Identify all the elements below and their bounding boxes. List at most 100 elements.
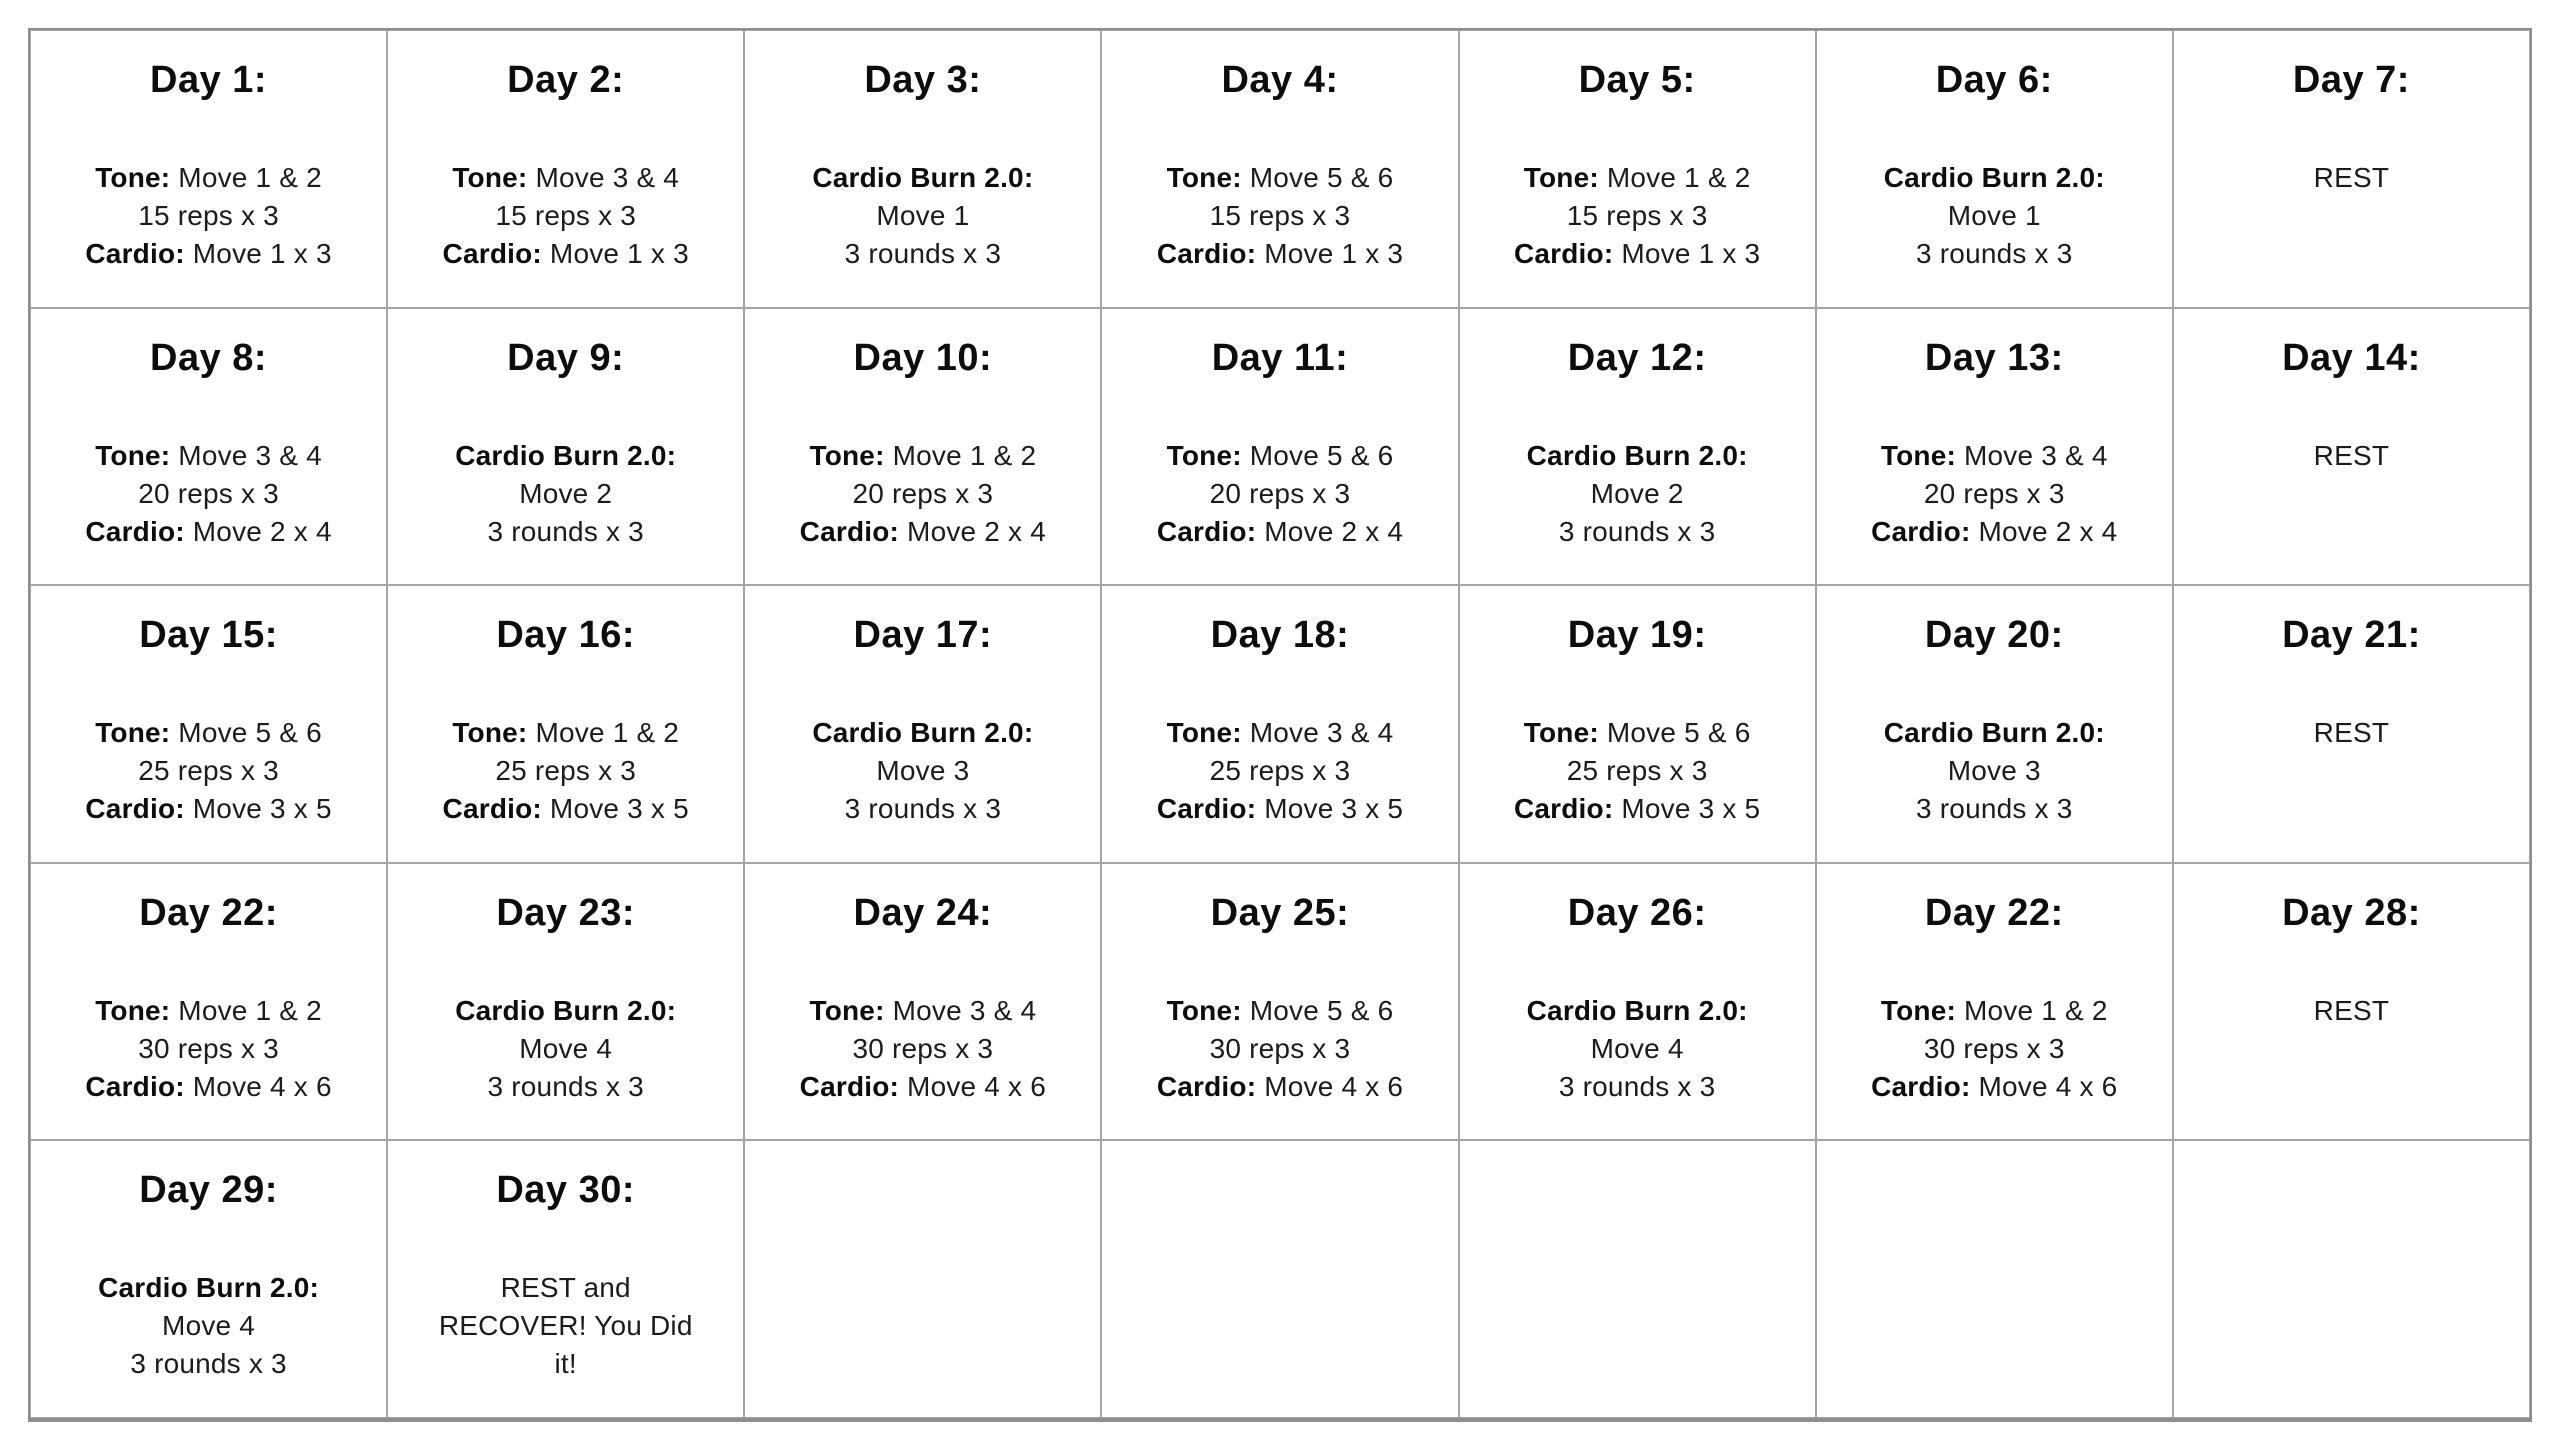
workout-text: Move 3 x 5 <box>541 793 689 825</box>
workout-text: 3 rounds x 3 <box>1558 1070 1716 1102</box>
workout-label: Tone: <box>1166 994 1242 1026</box>
day-cell-8: Day 8: Tone: Move 3 & 4 20 reps x 3 Cardio:… <box>30 307 388 586</box>
workout-text: Move 4 <box>162 1310 256 1342</box>
workout-line: 25 reps x 3 <box>1157 752 1403 790</box>
workout-text: Move 3 <box>1947 755 2041 787</box>
workout-text: 20 reps x 3 <box>1209 477 1351 509</box>
day-cell-4: Day 4: Tone: Move 5 & 6 15 reps x 3 Cardio:… <box>1101 30 1459 308</box>
workout-text: Move 3 & 4 <box>1956 439 2108 471</box>
workout-line: 3 rounds x 3 <box>455 1068 676 1106</box>
day-workout-details: REST and RECOVER! You Did it! <box>439 1269 693 1383</box>
workout-line: Cardio: Move 3 x 5 <box>1514 790 1760 828</box>
day-title: Day 17: <box>853 614 993 657</box>
workout-line: Cardio: Move 1 x 3 <box>443 235 689 273</box>
workout-text: 15 reps x 3 <box>138 200 279 231</box>
workout-line: Cardio: Move 3 x 5 <box>443 790 689 828</box>
workout-line: 3 rounds x 3 <box>98 1345 319 1383</box>
workout-text: Move 3 & 4 <box>1241 717 1394 749</box>
workout-line: Cardio Burn 2.0: <box>1527 437 1748 475</box>
workout-label: Cardio: <box>1871 1070 1971 1102</box>
workout-label: Cardio Burn 2.0: <box>812 162 1034 193</box>
day-cell-24: Day 24: Tone: Move 3 & 4 30 reps x 3 Cardio… <box>744 862 1102 1141</box>
workout-line: 30 reps x 3 <box>1157 1030 1403 1068</box>
day-cell-25: Day 25: Tone: Move 5 & 6 30 reps x 3 Cardio… <box>1101 862 1459 1141</box>
empty-day-cell <box>1458 1140 1816 1418</box>
day-workout-details: Cardio Burn 2.0: Move 3 3 rounds x 3 <box>1884 714 2105 828</box>
day-title: Day 23: <box>496 891 636 934</box>
day-title: Day 24: <box>853 891 993 934</box>
workout-text: Move 4 x 6 <box>899 1070 1047 1102</box>
day-title: Day 12: <box>1567 336 1707 379</box>
workout-text: 3 rounds x 3 <box>487 1070 644 1102</box>
day-workout-details: Tone: Move 5 & 6 25 reps x 3 Cardio: Move … <box>1514 714 1760 828</box>
workout-line: Tone: Move 1 & 2 <box>85 159 331 197</box>
day-cell-18: Day 18: Tone: Move 3 & 4 25 reps x 3 Cardio… <box>1101 585 1459 863</box>
day-workout-details: Tone: Move 3 & 4 30 reps x 3 Cardio: Move … <box>800 992 1046 1106</box>
workout-text: Move 1 <box>876 200 970 231</box>
workout-label: Cardio: <box>1156 238 1257 269</box>
workout-label: Cardio: <box>442 793 542 825</box>
day-workout-details: REST <box>2314 437 2389 475</box>
workout-label: Tone: <box>1166 439 1242 471</box>
workout-text: 30 reps x 3 <box>1923 1032 2065 1064</box>
day-cell-9: Day 9: Cardio Burn 2.0: Move 2 3 rounds x 3 <box>387 307 745 586</box>
day-workout-details: Tone: Move 5 & 6 25 reps x 3 Cardio: Move … <box>85 714 331 828</box>
workout-label: Cardio: <box>799 515 900 547</box>
workout-line: REST <box>2314 714 2389 752</box>
workout-label: Cardio: <box>85 515 185 547</box>
workout-line: 20 reps x 3 <box>800 475 1046 513</box>
workout-text: Move 4 x 6 <box>184 1070 332 1102</box>
day-cell-30: Day 30: REST and RECOVER! You Did it! <box>387 1140 745 1418</box>
workout-line: Cardio Burn 2.0: <box>98 1269 319 1307</box>
workout-text: Move 5 & 6 <box>1241 162 1394 193</box>
empty-day-cell <box>744 1140 1102 1418</box>
workout-line: Cardio: Move 2 x 4 <box>85 513 331 551</box>
workout-text: 20 reps x 3 <box>138 477 279 509</box>
workout-line: Cardio Burn 2.0: <box>455 992 676 1030</box>
workout-line: Tone: Move 5 & 6 <box>1157 992 1403 1030</box>
empty-day-cell <box>1815 1140 2173 1418</box>
workout-line: Cardio Burn 2.0: <box>812 714 1033 752</box>
workout-text: REST <box>2313 162 2390 193</box>
workout-text: Move 4 <box>519 1032 613 1064</box>
workout-line: Cardio: Move 3 x 5 <box>1157 790 1403 828</box>
workout-line: 30 reps x 3 <box>800 1030 1046 1068</box>
workout-text: Move 5 & 6 <box>1241 994 1394 1026</box>
day-title: Day 9: <box>507 336 625 379</box>
day-workout-details: Cardio Burn 2.0: Move 1 3 rounds x 3 <box>1884 159 2105 273</box>
workout-line: 15 reps x 3 <box>1157 197 1403 235</box>
workout-line: 3 rounds x 3 <box>455 513 676 551</box>
workout-line: Move 1 <box>1884 197 2105 235</box>
day-cell-7: Day 7: REST <box>2172 30 2530 308</box>
workout-text: 3 rounds x 3 <box>1558 515 1716 547</box>
workout-text: Move 3 & 4 <box>527 162 680 193</box>
day-workout-details: Tone: Move 3 & 4 20 reps x 3 Cardio: Move … <box>1871 437 2117 551</box>
workout-text: Move 2 x 4 <box>1256 515 1404 547</box>
workout-line: 20 reps x 3 <box>1871 475 2117 513</box>
day-title: Day 15: <box>139 614 278 657</box>
workout-line: 20 reps x 3 <box>85 475 331 513</box>
workout-line: Cardio Burn 2.0: <box>1884 159 2105 197</box>
workout-label: Cardio Burn 2.0: <box>1883 717 2105 749</box>
day-workout-details: Tone: Move 1 & 2 30 reps x 3 Cardio: Move … <box>85 992 331 1106</box>
workout-line: 30 reps x 3 <box>85 1030 331 1068</box>
workout-line: Tone: Move 1 & 2 <box>1871 992 2117 1030</box>
workout-label: Cardio: <box>442 238 542 269</box>
workout-text: Move 1 x 3 <box>1256 238 1404 269</box>
day-cell-10: Day 10: Tone: Move 1 & 2 20 reps x 3 Cardio… <box>744 307 1102 586</box>
workout-label: Tone: <box>95 162 171 193</box>
workout-label: Cardio Burn 2.0: <box>812 717 1034 749</box>
workout-line: Cardio: Move 4 x 6 <box>1157 1068 1403 1106</box>
workout-line: 25 reps x 3 <box>85 752 331 790</box>
workout-line: Cardio: Move 4 x 6 <box>85 1068 331 1106</box>
day-workout-details: Tone: Move 1 & 2 30 reps x 3 Cardio: Move … <box>1871 992 2117 1106</box>
day-title: Day 8: <box>150 336 268 379</box>
workout-text: Move 2 x 4 <box>899 515 1047 547</box>
workout-text: Move 1 & 2 <box>884 439 1037 471</box>
day-title: Day 22: <box>139 891 278 934</box>
workout-label: Tone: <box>1523 162 1599 193</box>
workout-text: Move 1 x 3 <box>541 238 689 269</box>
workout-label: Cardio: <box>1871 515 1971 547</box>
workout-line: Tone: Move 1 & 2 <box>443 714 689 752</box>
workout-label: Tone: <box>1523 717 1599 749</box>
